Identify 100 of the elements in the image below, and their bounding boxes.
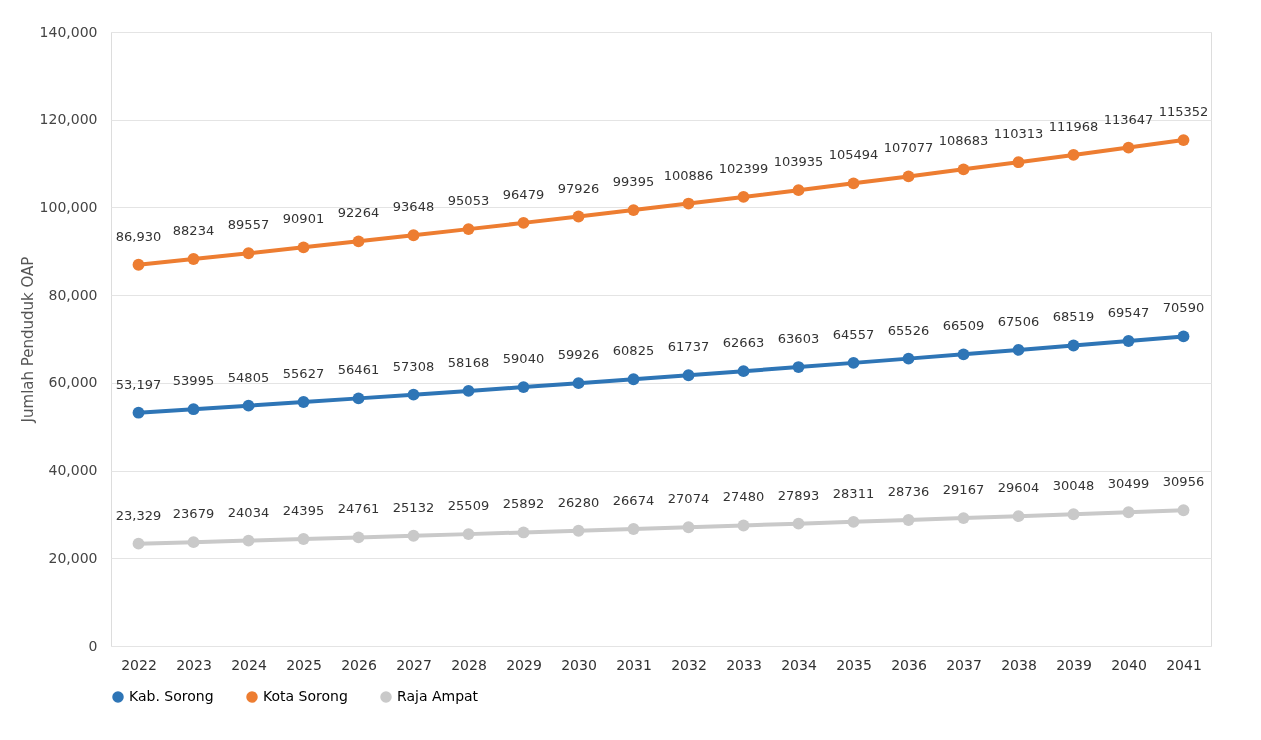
point: [902, 352, 915, 365]
y-tick-label: 120,000: [39, 111, 98, 128]
x-tick-label: 2035: [836, 656, 872, 673]
data-label: 86,930: [115, 228, 162, 244]
data-label: 53,197: [115, 376, 162, 392]
x-tick-label: 2025: [286, 656, 322, 673]
point: [627, 373, 640, 386]
point: [1177, 330, 1190, 343]
data-label: 100886: [663, 167, 714, 183]
point: [847, 177, 860, 190]
x-tick-label: 2030: [561, 656, 597, 673]
data-label: 59040: [502, 351, 545, 367]
data-label: 25509: [447, 498, 490, 514]
point: [297, 533, 310, 545]
x-tick-label: 2022: [121, 656, 157, 673]
point: [462, 528, 475, 541]
data-label: 107077: [883, 140, 934, 156]
data-label: 24034: [227, 504, 270, 520]
data-label: 54805: [227, 369, 270, 385]
data-label: 68519: [1052, 309, 1095, 325]
x-tick-label: 2023: [176, 656, 212, 673]
point: [1177, 134, 1190, 146]
point: [572, 210, 585, 223]
point: [902, 514, 915, 526]
point: [352, 531, 365, 544]
data-label: 53995: [172, 373, 215, 389]
point: [1067, 508, 1080, 521]
data-label: 105494: [828, 147, 879, 163]
data-label: 60825: [612, 343, 655, 359]
data-label: 102399: [718, 160, 769, 176]
x-tick-label: 2041: [1166, 656, 1202, 673]
data-label: 24761: [337, 501, 380, 517]
x-tick-label: 2024: [231, 656, 267, 673]
data-label: 59926: [557, 347, 600, 363]
point: [132, 258, 145, 271]
point: [407, 388, 420, 401]
data-label: 23679: [172, 506, 215, 522]
point: [737, 365, 750, 378]
point: [792, 184, 805, 197]
data-label: 30048: [1052, 478, 1095, 494]
data-label: 88234: [172, 223, 215, 239]
point: [242, 247, 255, 260]
point: [682, 197, 695, 210]
point: [627, 523, 640, 535]
legend-label: Kota Sorong: [263, 688, 348, 704]
point: [517, 526, 530, 539]
data-label: 66509: [942, 318, 985, 334]
point: [132, 537, 145, 550]
x-tick-label: 2026: [341, 656, 377, 673]
y-tick-label: 0: [88, 637, 98, 654]
data-label: 63603: [777, 331, 820, 347]
data-label: 27480: [722, 489, 765, 505]
data-label: 90901: [282, 211, 325, 227]
point: [407, 529, 420, 542]
data-label: 28311: [832, 485, 875, 501]
data-label: 23,329: [115, 507, 162, 523]
point: [737, 191, 750, 203]
point: [352, 235, 365, 248]
data-label: 89557: [227, 217, 270, 233]
x-tick-label: 2032: [671, 656, 707, 673]
point: [957, 163, 970, 176]
y-tick-label: 40,000: [48, 462, 98, 479]
point: [847, 515, 860, 528]
data-label: 69547: [1107, 304, 1150, 320]
x-tick-label: 2037: [946, 656, 982, 673]
data-label: 29604: [997, 480, 1040, 496]
data-label: 111968: [1048, 118, 1099, 134]
point: [1122, 506, 1135, 519]
data-label: 27074: [667, 491, 710, 507]
data-label: 25132: [392, 499, 435, 515]
data-label: 95053: [447, 193, 490, 209]
point: [957, 512, 970, 524]
x-tick-label: 2031: [616, 656, 652, 673]
legend-label: Raja Ampat: [397, 688, 479, 704]
data-label: 28736: [887, 483, 930, 499]
x-tick-label: 2027: [396, 656, 432, 673]
data-label: 30956: [1162, 474, 1205, 490]
x-tick-label: 2028: [451, 656, 487, 673]
data-label: 24395: [282, 503, 325, 519]
x-tick-label: 2040: [1111, 656, 1147, 673]
point: [242, 399, 255, 412]
point: [1067, 149, 1080, 161]
data-label: 55627: [282, 366, 325, 382]
data-label: 61737: [667, 339, 710, 355]
point: [1122, 141, 1135, 154]
data-label: 99395: [612, 174, 655, 190]
x-tick-label: 2036: [891, 656, 927, 673]
point: [572, 524, 585, 537]
data-label: 92264: [337, 205, 380, 221]
data-label: 110313: [993, 126, 1044, 142]
point: [1122, 335, 1135, 347]
y-tick-label: 20,000: [48, 549, 98, 566]
point: [792, 517, 805, 530]
point: [1012, 344, 1025, 356]
point: [1177, 504, 1190, 517]
data-label: 58168: [447, 354, 490, 370]
data-label: 103935: [773, 154, 824, 170]
data-label: 67506: [997, 313, 1040, 329]
point: [352, 392, 365, 405]
data-label: 57308: [392, 358, 435, 374]
